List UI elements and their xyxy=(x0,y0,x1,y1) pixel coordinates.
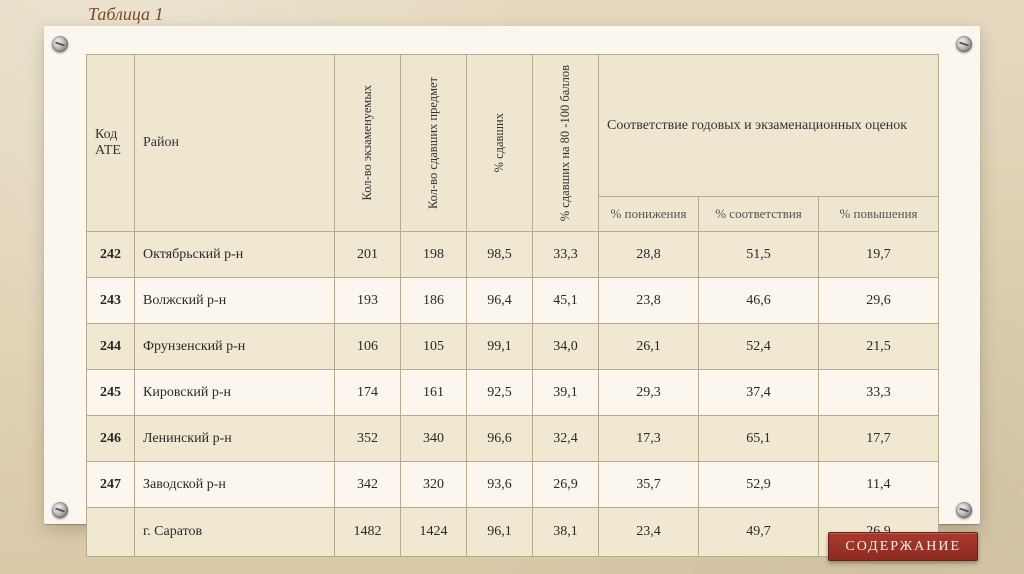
table-row: 243Волжский р-н19318696,445,123,846,629,… xyxy=(87,278,939,324)
table-cell: 98,5 xyxy=(467,232,533,278)
table-cell: 33,3 xyxy=(819,370,939,416)
table-body: 242Октябрьский р-н20119898,533,328,851,5… xyxy=(87,232,939,557)
contents-button[interactable]: СОДЕРЖАНИЕ xyxy=(828,532,978,561)
table-cell: 340 xyxy=(401,416,467,462)
table-cell: 11,4 xyxy=(819,462,939,508)
table-cell: Заводской р-н xyxy=(135,462,335,508)
col-code: Код АТЕ xyxy=(87,55,135,232)
table-cell: 247 xyxy=(87,462,135,508)
table-cell: 96,6 xyxy=(467,416,533,462)
col-group-correspondence: Соответствие годовых и экзаменационных о… xyxy=(599,55,939,197)
table-cell: г. Саратов xyxy=(135,508,335,557)
table-cell: 19,7 xyxy=(819,232,939,278)
screw-icon xyxy=(52,36,68,52)
table-cell: 174 xyxy=(335,370,401,416)
table-cell: 29,3 xyxy=(599,370,699,416)
table-row: г. Саратов1482142496,138,123,449,726,9 xyxy=(87,508,939,557)
screw-icon xyxy=(956,502,972,518)
table-cell: 1424 xyxy=(401,508,467,557)
col-n-passed: Кол-во сдавших предмет xyxy=(401,55,467,232)
table-cell: 193 xyxy=(335,278,401,324)
table-cell: 26,1 xyxy=(599,324,699,370)
table-cell: 198 xyxy=(401,232,467,278)
col-sub-match: % соответствия xyxy=(699,197,819,232)
table-cell: 52,9 xyxy=(699,462,819,508)
table-cell: 244 xyxy=(87,324,135,370)
table-cell: Октябрьский р-н xyxy=(135,232,335,278)
col-sub-down: % понижения xyxy=(599,197,699,232)
table-cell: 245 xyxy=(87,370,135,416)
table-cell: 243 xyxy=(87,278,135,324)
table-cell: 1482 xyxy=(335,508,401,557)
table-cell: 37,4 xyxy=(699,370,819,416)
table-header: Код АТЕ Район Кол-во экзаменуемых Кол-во… xyxy=(87,55,939,232)
table-cell: 342 xyxy=(335,462,401,508)
table-row: 242Октябрьский р-н20119898,533,328,851,5… xyxy=(87,232,939,278)
table-row: 246Ленинский р-н35234096,632,417,365,117… xyxy=(87,416,939,462)
table-cell: 29,6 xyxy=(819,278,939,324)
table-cell: 45,1 xyxy=(533,278,599,324)
table-cell: 38,1 xyxy=(533,508,599,557)
table-cell: 186 xyxy=(401,278,467,324)
table-cell: 49,7 xyxy=(699,508,819,557)
table-cell: 33,3 xyxy=(533,232,599,278)
table-cell: 17,7 xyxy=(819,416,939,462)
table-cell: Волжский р-н xyxy=(135,278,335,324)
table-cell: Фрунзенский р-н xyxy=(135,324,335,370)
table-cell: 28,8 xyxy=(599,232,699,278)
table-cell: 201 xyxy=(335,232,401,278)
table-cell: 246 xyxy=(87,416,135,462)
slide-canvas: Таблица 1 Код АТЕ Район Кол-во экзаменуе… xyxy=(0,0,1024,574)
table-cell: 26,9 xyxy=(533,462,599,508)
table-cell: 23,4 xyxy=(599,508,699,557)
table-cell: 93,6 xyxy=(467,462,533,508)
table-cell: 23,8 xyxy=(599,278,699,324)
table-cell: 96,1 xyxy=(467,508,533,557)
table-caption: Таблица 1 xyxy=(88,4,164,25)
table-cell: 352 xyxy=(335,416,401,462)
table-cell: 161 xyxy=(401,370,467,416)
table-cell: Кировский р-н xyxy=(135,370,335,416)
table-row: 247Заводской р-н34232093,626,935,752,911… xyxy=(87,462,939,508)
table-cell xyxy=(87,508,135,557)
table-cell: 34,0 xyxy=(533,324,599,370)
table-cell: 320 xyxy=(401,462,467,508)
table-cell: 21,5 xyxy=(819,324,939,370)
col-sub-up: % повышения xyxy=(819,197,939,232)
table-cell: 39,1 xyxy=(533,370,599,416)
table-cell: 17,3 xyxy=(599,416,699,462)
table-cell: 242 xyxy=(87,232,135,278)
table-cell: 106 xyxy=(335,324,401,370)
table-cell: Ленинский р-н xyxy=(135,416,335,462)
table-cell: 32,4 xyxy=(533,416,599,462)
screw-icon xyxy=(52,502,68,518)
table-cell: 65,1 xyxy=(699,416,819,462)
table-cell: 99,1 xyxy=(467,324,533,370)
table-cell: 105 xyxy=(401,324,467,370)
table-cell: 96,4 xyxy=(467,278,533,324)
table-row: 244Фрунзенский р-н10610599,134,026,152,4… xyxy=(87,324,939,370)
data-table: Код АТЕ Район Кол-во экзаменуемых Кол-во… xyxy=(86,54,939,557)
table-cell: 46,6 xyxy=(699,278,819,324)
screw-icon xyxy=(956,36,972,52)
col-pct-80-100: % сдавших на 80 -100 баллов xyxy=(533,55,599,232)
table-row: 245Кировский р-н17416192,539,129,337,433… xyxy=(87,370,939,416)
table-cell: 92,5 xyxy=(467,370,533,416)
table-cell: 35,7 xyxy=(599,462,699,508)
table-cell: 52,4 xyxy=(699,324,819,370)
table-cell: 51,5 xyxy=(699,232,819,278)
col-district: Район xyxy=(135,55,335,232)
col-pct-passed: % сдавших xyxy=(467,55,533,232)
col-n-exam: Кол-во экзаменуемых xyxy=(335,55,401,232)
